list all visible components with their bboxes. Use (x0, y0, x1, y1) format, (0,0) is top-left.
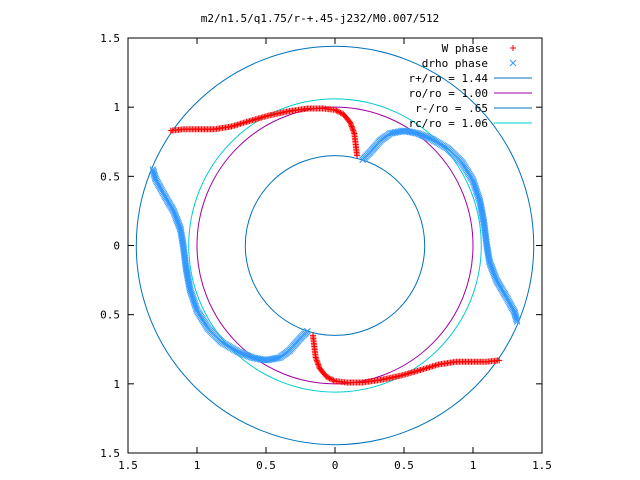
x-tick-label: 1 (194, 459, 201, 472)
legend-label: r+/ro = 1.44 (409, 72, 489, 85)
cross-marker (149, 166, 157, 173)
circle-series (188, 98, 482, 393)
plus-marker (315, 362, 322, 369)
circle-series (135, 45, 535, 446)
plus-marker (347, 119, 354, 126)
plus-marker (309, 332, 316, 339)
plus-marker (337, 109, 344, 116)
plus-marker (354, 152, 361, 159)
plus-marker (314, 360, 321, 367)
legend-label: ro/ro = 1.00 (409, 87, 488, 100)
x-tick-label: 0.5 (256, 459, 276, 472)
cross-marker (509, 59, 517, 67)
plus-marker (348, 122, 355, 129)
cross-marker (513, 318, 521, 325)
plus-marker (347, 120, 354, 127)
y-tick-label: 0 (113, 240, 120, 253)
legend: W phase drho phase r+/ro = 1.44 ro/ro = 1.0… (409, 42, 532, 130)
plus-marker (350, 127, 357, 134)
x-tick-label: 0.5 (394, 459, 414, 472)
plus-marker (314, 358, 321, 365)
x-tick-label: 0 (332, 459, 339, 472)
y-tick-label: 1 (113, 378, 120, 391)
plus-marker (336, 109, 343, 116)
plus-marker (350, 129, 357, 136)
data-markers (149, 105, 521, 386)
cross-marker (149, 167, 157, 175)
plus-marker (316, 365, 323, 372)
legend-marker (509, 59, 517, 67)
plus-marker (333, 107, 340, 114)
plus-marker (330, 377, 337, 384)
legend-marker (510, 45, 516, 51)
plus-marker (313, 357, 320, 364)
circle-series (196, 106, 474, 385)
y-tick-label: 1.5 (100, 32, 120, 45)
y-tick-label: 0.5 (100, 309, 120, 322)
legend-label: rc/ro = 1.06 (409, 117, 488, 130)
plus-marker (334, 108, 341, 115)
cross-marker (513, 316, 521, 324)
y-tick-label: 1.5 (100, 447, 120, 460)
y-tick-label: 1 (113, 101, 120, 114)
plus-marker (510, 45, 516, 51)
plus-marker (326, 375, 333, 382)
legend-label: r-/ro = .65 (415, 102, 488, 115)
marker-series (149, 127, 521, 364)
plus-marker (332, 378, 338, 385)
plus-marker (315, 361, 322, 368)
chart-title: m2/n1.5/q1.75/r-+.45-j232/M0.007/512 (201, 12, 439, 25)
legend-label: W phase (442, 42, 488, 55)
circle-series (244, 155, 426, 336)
plus-marker (313, 355, 320, 362)
plus-marker (332, 106, 338, 113)
plot-frame (127, 37, 543, 454)
plus-marker (348, 123, 355, 130)
y-tick-label: 0.5 (100, 170, 120, 183)
plus-marker (316, 364, 323, 371)
plus-marker (329, 376, 336, 383)
x-tick-label: 1.5 (532, 459, 552, 472)
plus-marker (327, 375, 334, 382)
plus-marker (349, 126, 356, 133)
x-tick-label: 1 (470, 459, 477, 472)
legend-label: drho phase (422, 57, 488, 70)
x-tick-label: 1.5 (118, 459, 138, 472)
plus-marker (349, 124, 356, 131)
marker-series (167, 105, 503, 386)
